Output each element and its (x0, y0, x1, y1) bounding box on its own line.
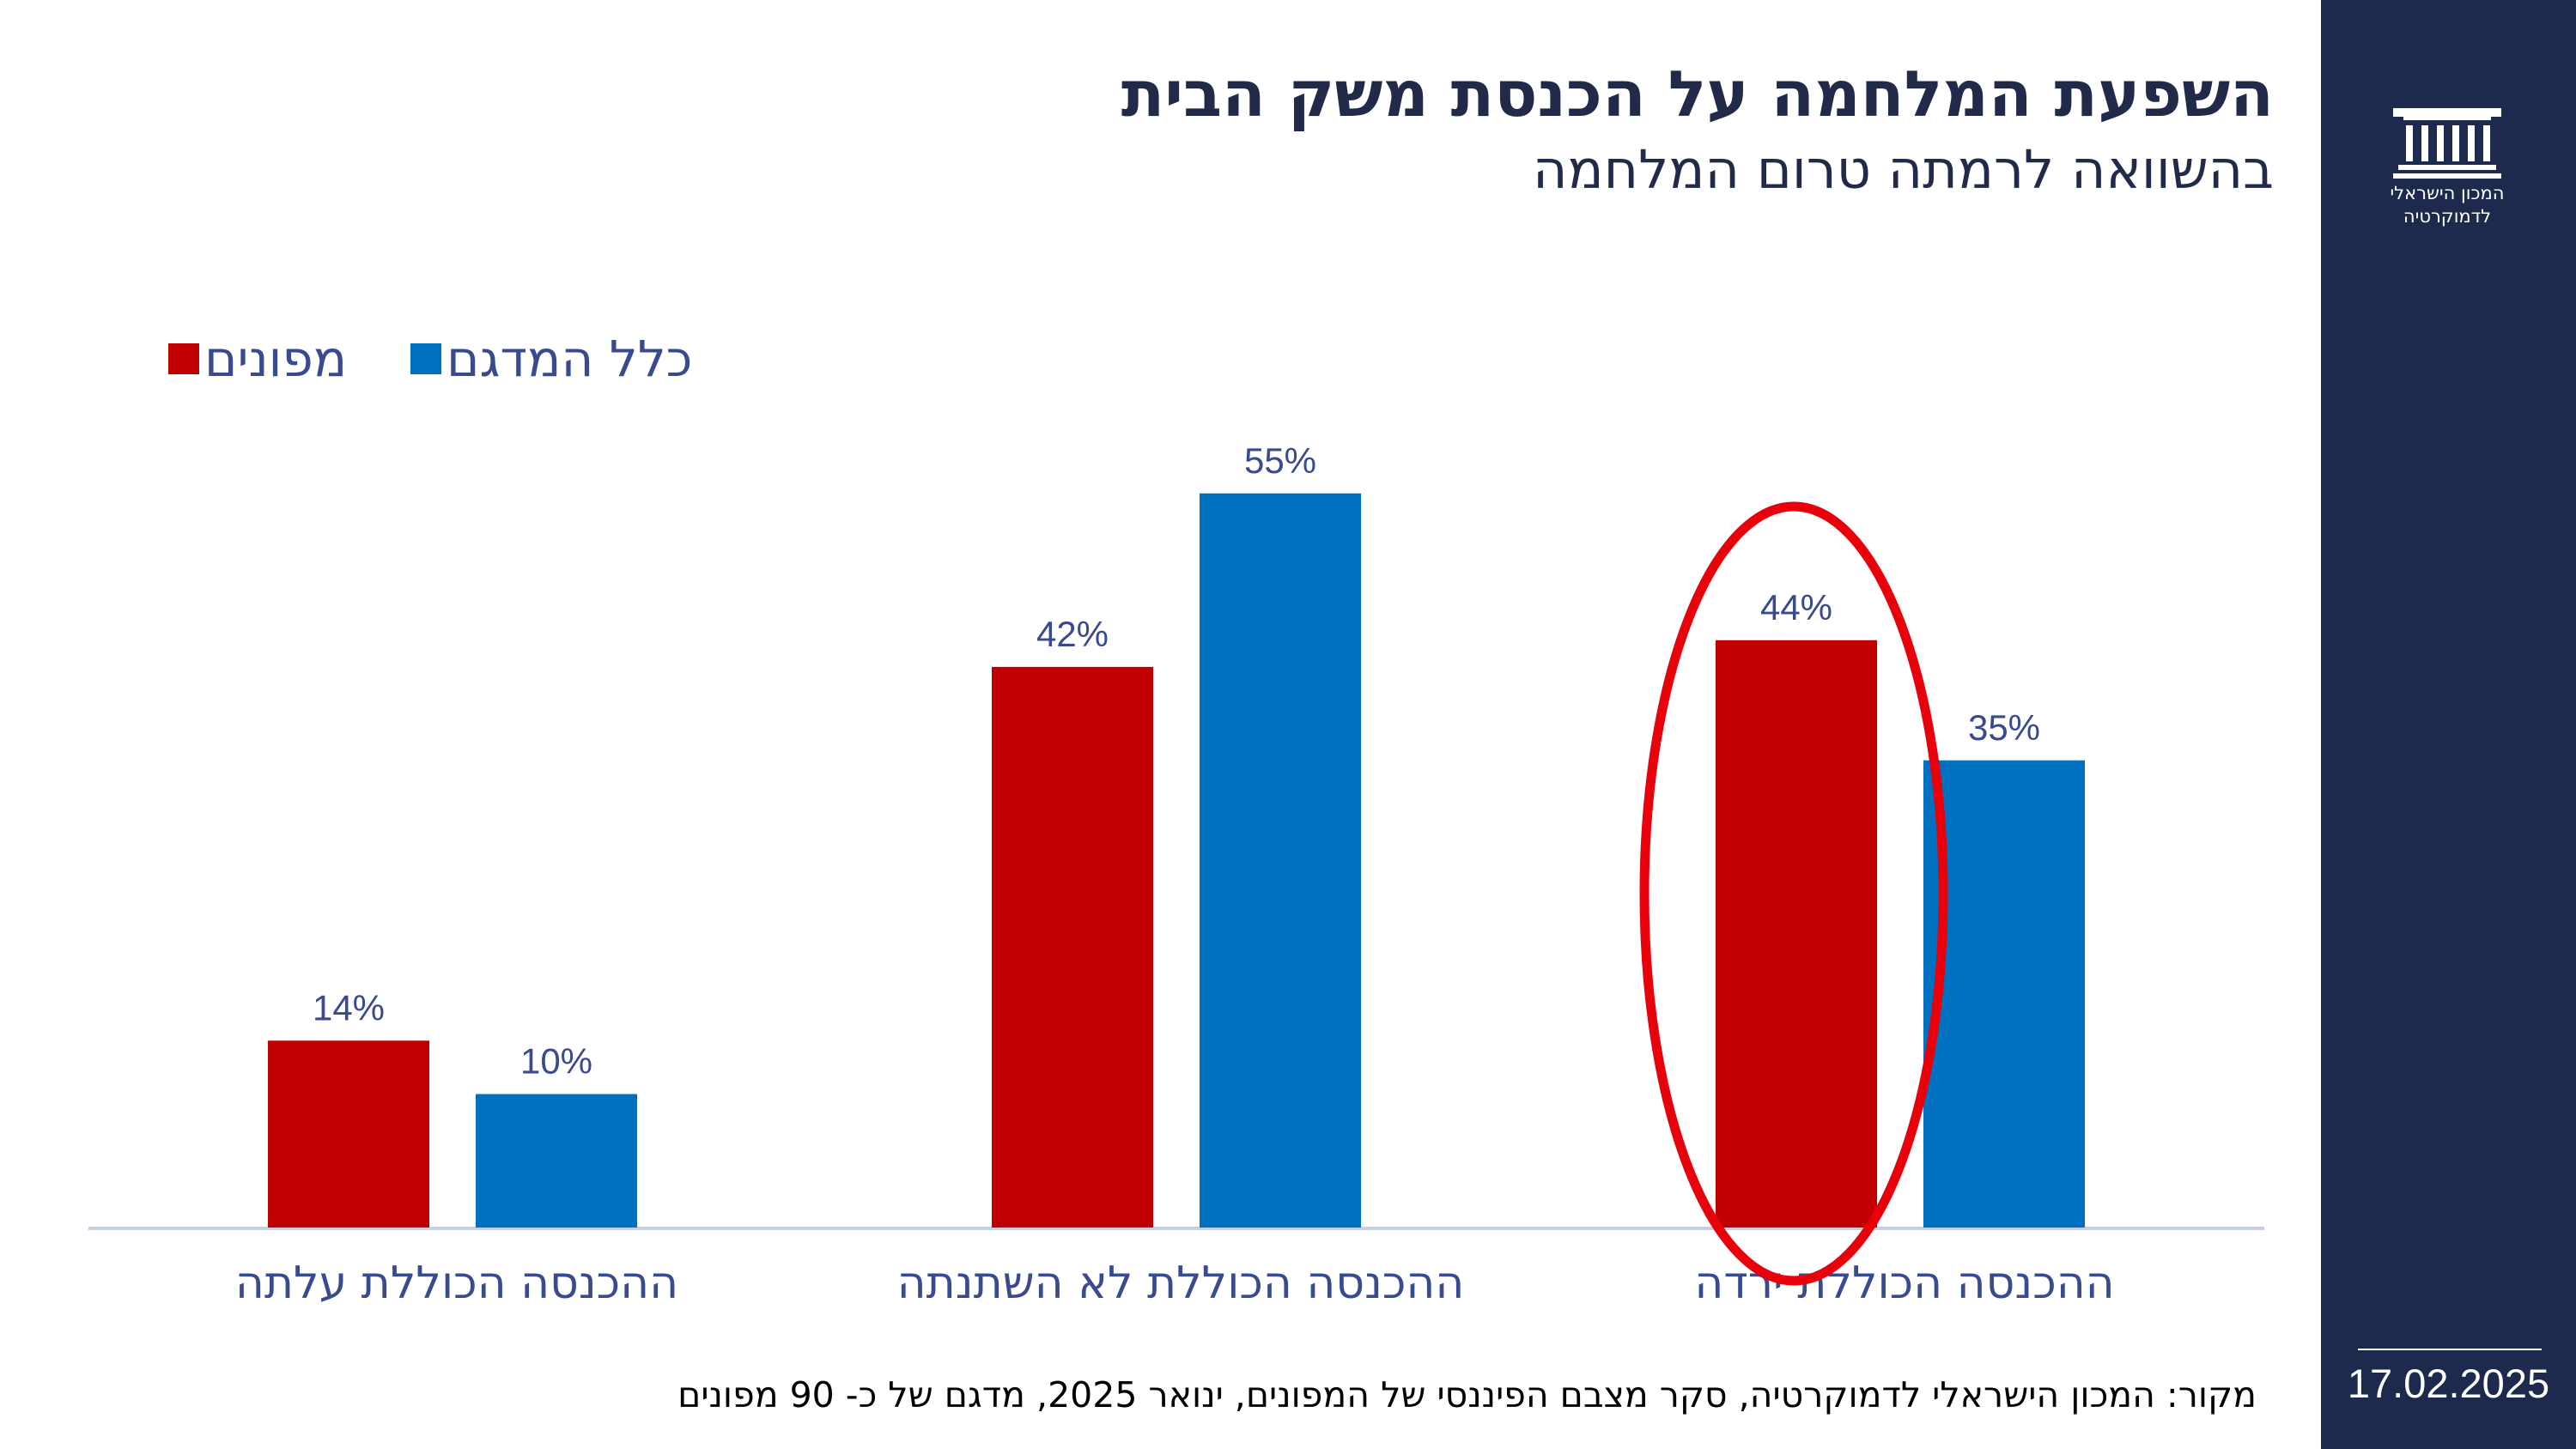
legend-label-evacuees: מפונים (204, 330, 348, 388)
data-label-total-0: 35% (1968, 707, 2040, 748)
legend-label-total: כלל המדגם (447, 330, 693, 388)
legend-item-evacuees: מפונים (168, 324, 347, 393)
bar-total-0 (1923, 760, 2085, 1228)
category-label-2: ההכנסה הכוללת עלתה (235, 1258, 678, 1309)
page-title: השפעת המלחמה על הכנסת משק הבית (1121, 58, 2274, 131)
logo-text-line1: המכון הישראלי (2390, 183, 2505, 203)
date-divider (2358, 1349, 2542, 1350)
data-label-evacuees-2: 14% (313, 987, 385, 1028)
chart-legend: מפונים כלל המדגם (163, 324, 764, 393)
building-columns-icon (2393, 108, 2501, 179)
highlight-ellipse (1639, 501, 1948, 1286)
legend-item-total: כלל המדגם (410, 324, 692, 393)
bar-evacuees-2 (268, 1040, 429, 1228)
source-note: מקור: המכון הישראלי לדמוקרטיה, סקר מצבם … (677, 1374, 2257, 1416)
date-label: 17.02.2025 (2347, 1361, 2550, 1406)
legend-swatch-total (410, 343, 441, 374)
sidebar (2321, 0, 2576, 1449)
data-label-total-1: 55% (1244, 440, 1316, 481)
logo-text-line2: לדמוקרטיה (2403, 206, 2492, 227)
data-label-total-2: 10% (520, 1041, 592, 1082)
data-label-evacuees-1: 42% (1036, 614, 1109, 654)
legend-swatch-evacuees (168, 343, 199, 374)
bar-total-2 (476, 1094, 637, 1228)
page-subtitle: בהשוואה לרמתה טרום המלחמה (1533, 138, 2274, 201)
category-label-0: ההכנסה הכוללת ירדה (1694, 1258, 2114, 1309)
bar-evacuees-1 (992, 666, 1153, 1228)
data-label-evacuees-0: 44% (1760, 587, 1832, 627)
bar-chart: 44% 35% ההכנסה הכוללת ירדה 42% 55% ההכנסה הכו… (88, 440, 2264, 1309)
category-label-1: ההכנסה הכוללת לא השתנתה (897, 1258, 1465, 1309)
bar-total-1 (1200, 493, 1361, 1228)
bar-evacuees-0 (1716, 640, 1877, 1228)
logo-text: המכון הישראלי לדמוקרטיה (2357, 182, 2537, 228)
